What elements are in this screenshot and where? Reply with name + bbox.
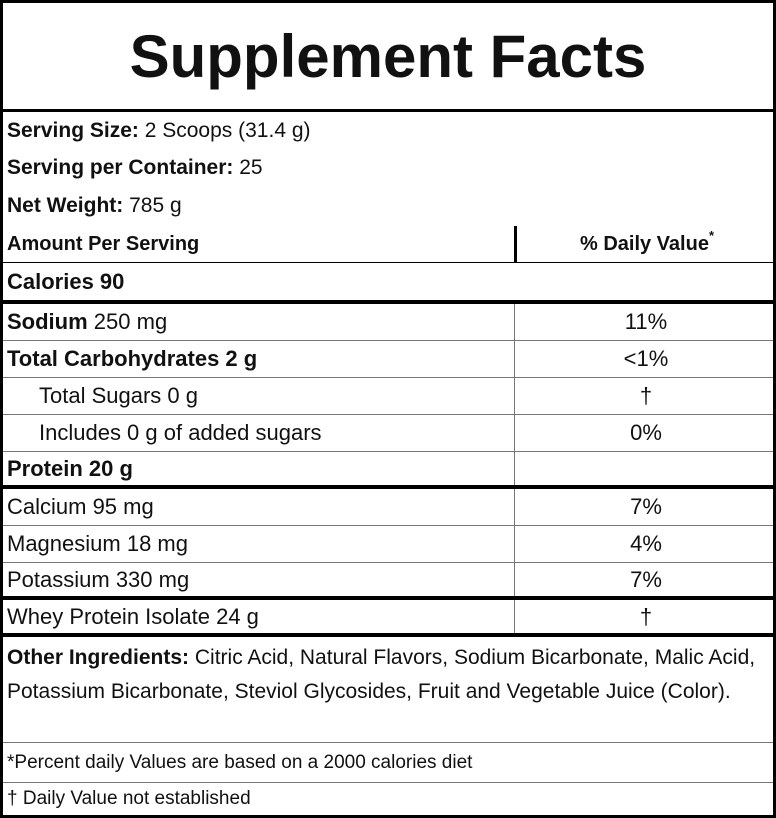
- nutrient-row: Potassium 330 mg 7%: [3, 563, 773, 600]
- nutrient-text: Includes 0 g of added sugars: [39, 420, 322, 445]
- nutrient-text: Whey Protein Isolate 24 g: [7, 603, 259, 629]
- header-amount: Amount Per Serving: [7, 232, 200, 255]
- serving-value: 2 Scoops (31.4 g): [144, 118, 311, 142]
- nutrient-text: Total Sugars 0 g: [39, 383, 198, 408]
- footnote-row: † Daily Value not established: [3, 783, 773, 815]
- nutrient-name: Potassium 330 mg: [3, 563, 514, 596]
- nutrient-name: Magnesium 18 mg: [3, 526, 514, 562]
- serving-value: 25: [239, 155, 263, 179]
- daily-value: 0%: [514, 415, 773, 451]
- nutrient-bold: Protein 20 g: [7, 455, 133, 481]
- nutrient-text: Potassium 330 mg: [7, 566, 190, 592]
- daily-value: 7%: [514, 563, 773, 596]
- daily-value: 7%: [514, 489, 773, 525]
- title: Supplement Facts: [3, 3, 773, 112]
- nutrient-name: Sodium 250 mg: [3, 304, 514, 340]
- daily-mark: *: [708, 228, 715, 243]
- nutrient-bold: Total Carbohydrates 2 g: [7, 346, 258, 371]
- serving-label: Serving per Container:: [7, 155, 234, 179]
- footnote: *Percent daily Values are based on a 200…: [7, 751, 473, 773]
- column-header: Amount Per Serving % Daily Value *: [3, 226, 773, 263]
- other-body: Citric Acid, Natural Flavors, Sodium Bic…: [7, 646, 756, 703]
- other-text: Other Ingredients: Citric Acid, Natural …: [3, 637, 773, 709]
- nutrient-row: Includes 0 g of added sugars 0%: [3, 415, 773, 452]
- calories-row: Calories 90: [3, 263, 773, 304]
- serving-label: Serving Size:: [7, 118, 139, 142]
- serving-value: 785 g: [129, 194, 182, 217]
- daily-value: †: [514, 378, 773, 414]
- other-label: Other Ingredients:: [7, 646, 190, 669]
- nutrient-row: Protein 20 g: [3, 452, 773, 489]
- nutrient-name: Includes 0 g of added sugars: [3, 415, 514, 451]
- daily-value: 11%: [514, 304, 773, 340]
- footnote-row: *Percent daily Values are based on a 200…: [3, 743, 773, 783]
- nutrient-row: Magnesium 18 mg 4%: [3, 526, 773, 563]
- nutrient-name: Total Sugars 0 g: [3, 378, 514, 414]
- serving-line: Serving Size: 2 Scoops (31.4 g): [3, 112, 773, 149]
- nutrient-text: Calcium 95 mg: [7, 494, 154, 519]
- nutrient-row: Whey Protein Isolate 24 g †: [3, 600, 773, 637]
- nutrient-row: Sodium 250 mg 11%: [3, 304, 773, 341]
- daily-value: †: [514, 600, 773, 633]
- daily-value: [514, 452, 773, 485]
- calories: Calories 90: [7, 268, 125, 294]
- nutrient-bold: Sodium: [7, 309, 88, 334]
- nutrient-text: Magnesium 18 mg: [7, 531, 188, 556]
- other-ingredients: Other Ingredients: Citric Acid, Natural …: [3, 637, 773, 743]
- nutrient-row: Total Sugars 0 g †: [3, 378, 773, 415]
- nutrient-name: Total Carbohydrates 2 g: [3, 341, 514, 377]
- nutrient-row: Total Carbohydrates 2 g <1%: [3, 341, 773, 378]
- daily-text: % Daily Value: [579, 232, 709, 255]
- serving-line: Serving per Container: 25: [3, 149, 773, 186]
- nutrient-row: Calcium 95 mg 7%: [3, 489, 773, 526]
- daily-value: 4%: [514, 526, 773, 562]
- daily-value: <1%: [514, 341, 773, 377]
- serving-line: Net Weight: 785 g: [3, 186, 773, 226]
- footnote: † Daily Value not established: [7, 788, 251, 809]
- nutrient-text: 250 mg: [93, 309, 168, 334]
- nutrient-name: Protein 20 g: [3, 452, 514, 485]
- nutrient-name: Calcium 95 mg: [3, 489, 514, 525]
- header-daily: % Daily Value *: [514, 226, 773, 262]
- serving-label: Net Weight:: [7, 194, 124, 217]
- nutrient-name: Whey Protein Isolate 24 g: [3, 600, 514, 633]
